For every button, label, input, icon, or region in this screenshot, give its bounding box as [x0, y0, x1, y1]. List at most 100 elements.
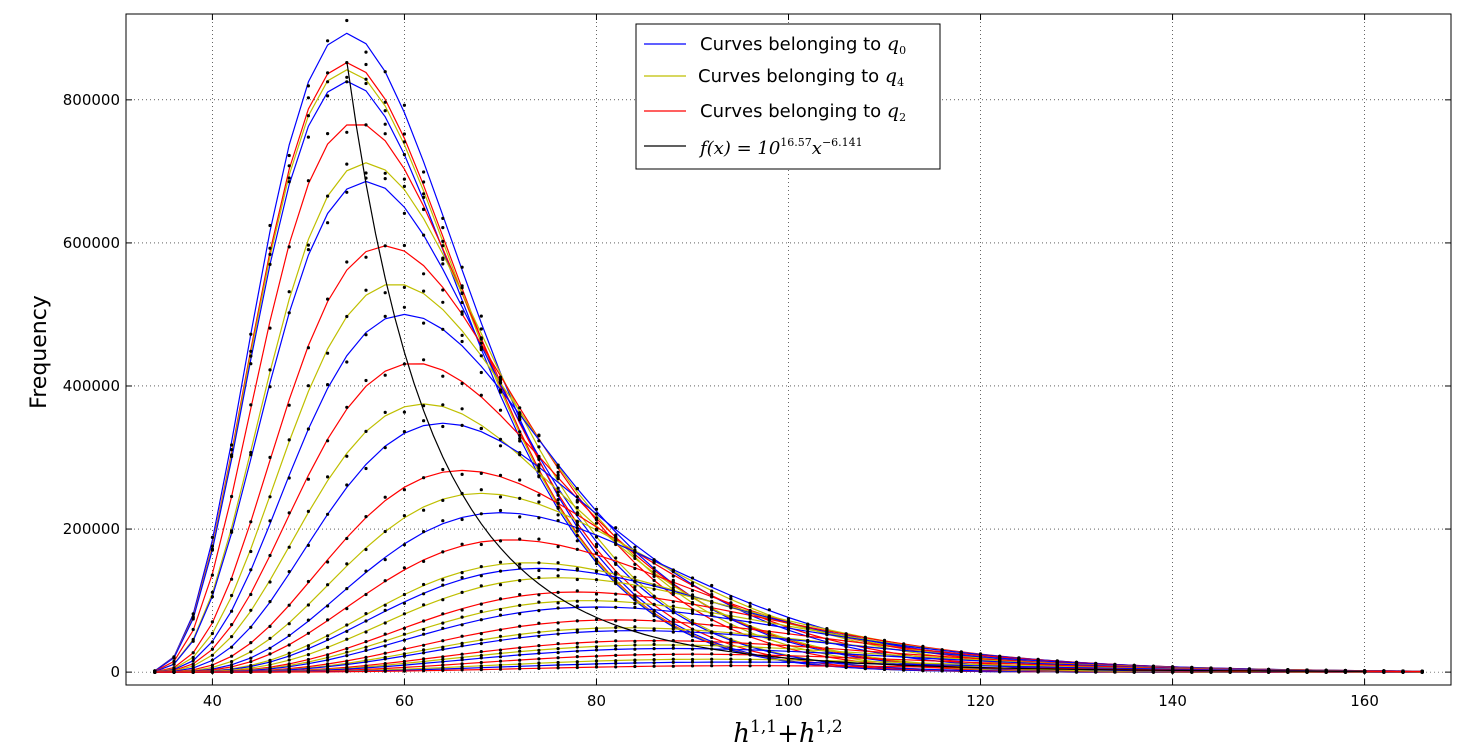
data-point	[383, 558, 387, 562]
data-point	[326, 475, 330, 479]
data-point	[422, 195, 426, 199]
data-point	[460, 658, 464, 662]
data-point	[575, 655, 579, 659]
data-point	[441, 612, 445, 616]
data-point	[364, 288, 368, 292]
data-point	[652, 612, 656, 616]
data-point	[594, 617, 599, 622]
data-point	[690, 660, 695, 664]
data-point	[422, 662, 426, 666]
data-point	[422, 648, 426, 652]
data-point	[518, 496, 522, 500]
data-point	[825, 627, 829, 631]
data-point	[383, 132, 387, 136]
data-point	[671, 652, 675, 657]
data-point	[402, 543, 406, 547]
data-point	[306, 662, 310, 666]
data-point	[575, 577, 579, 582]
data-point	[556, 561, 560, 565]
data-point	[422, 207, 426, 212]
data-point	[345, 587, 349, 591]
data-point	[652, 642, 656, 647]
data-point	[287, 633, 291, 638]
data-point	[498, 634, 503, 638]
data-point	[825, 641, 829, 645]
legend-entry-q2: Curves belonging to q2	[700, 100, 906, 124]
data-point	[230, 663, 234, 667]
data-point	[460, 472, 464, 476]
data-point	[345, 623, 349, 627]
data-point	[345, 607, 349, 611]
legend-label-q0: Curves belonging to	[700, 34, 887, 55]
data-point	[345, 650, 349, 654]
data-point	[422, 603, 426, 607]
data-point	[441, 244, 445, 248]
y-tick-label-200000: 200000	[63, 520, 120, 538]
data-point	[383, 644, 387, 648]
data-point	[690, 638, 695, 643]
data-point	[268, 670, 272, 674]
data-point	[498, 444, 503, 448]
data-point	[633, 566, 637, 571]
data-point	[518, 439, 522, 443]
data-point	[556, 628, 560, 632]
data-point	[671, 660, 675, 665]
data-point	[594, 665, 599, 669]
data-point	[402, 647, 406, 651]
data-point	[345, 314, 349, 319]
data-point	[710, 613, 714, 617]
data-point	[690, 664, 695, 668]
data-point	[479, 341, 483, 345]
data-point	[268, 553, 272, 558]
data-point	[748, 620, 752, 624]
data-point	[825, 655, 829, 659]
data-point	[210, 631, 214, 636]
data-point	[633, 585, 637, 589]
y-tick-label-0: 0	[110, 663, 120, 681]
data-point	[326, 618, 330, 622]
data-point	[652, 603, 656, 607]
data-point	[825, 649, 829, 653]
data-point	[1382, 669, 1386, 674]
data-point	[422, 233, 426, 237]
data-point	[690, 581, 695, 585]
data-point	[479, 542, 483, 547]
data-point	[345, 670, 349, 674]
data-point	[690, 589, 695, 593]
data-point	[268, 519, 272, 523]
data-point	[479, 471, 483, 475]
data-point	[402, 430, 406, 434]
data-point	[710, 623, 714, 627]
data-point	[498, 560, 503, 564]
data-point	[575, 604, 579, 608]
x-axis-title-h1: h	[733, 719, 750, 749]
data-point	[767, 649, 771, 653]
data-point	[902, 658, 906, 662]
data-point	[690, 609, 695, 613]
data-point	[690, 630, 695, 635]
data-point	[402, 669, 406, 673]
data-point	[671, 604, 675, 608]
data-point	[767, 646, 771, 650]
data-point	[460, 310, 464, 314]
data-point	[518, 579, 522, 583]
data-point	[556, 656, 560, 660]
x-tick-label-140: 140	[1158, 692, 1187, 710]
data-point	[460, 571, 464, 575]
data-point	[556, 463, 560, 467]
data-point	[729, 594, 733, 599]
data-point	[498, 665, 503, 669]
data-point	[326, 670, 330, 674]
data-point	[287, 176, 291, 180]
data-point	[575, 529, 579, 533]
data-point	[902, 655, 906, 659]
data-point	[383, 70, 387, 74]
data-point	[441, 663, 445, 667]
data-point	[556, 601, 560, 605]
data-point	[460, 590, 464, 595]
data-point	[1401, 669, 1405, 674]
data-point	[441, 403, 445, 407]
data-point	[575, 506, 579, 510]
legend-q0-sub: 0	[899, 44, 906, 57]
data-point	[594, 606, 599, 610]
